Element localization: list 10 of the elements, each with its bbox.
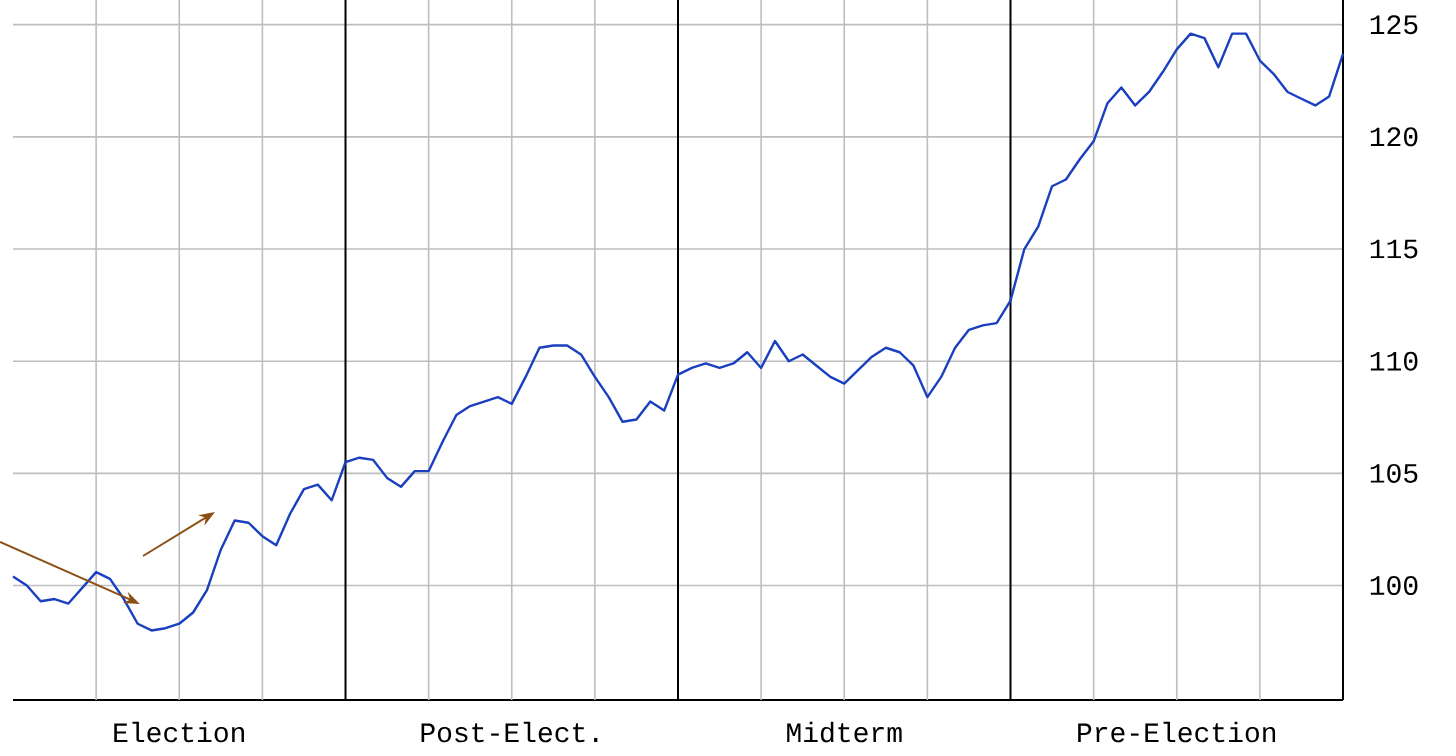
y-tick-label: 125: [1370, 15, 1418, 35]
x-tick-label: Midterm: [787, 721, 902, 743]
x-tick-label: Post-Elect.: [421, 721, 598, 743]
x-tick-label: Election: [114, 721, 244, 743]
y-tick-label: 120: [1370, 127, 1418, 147]
x-tick-label: Pre-Election: [1078, 721, 1276, 743]
y-tick-label: 105: [1370, 463, 1418, 483]
y-tick-label: 115: [1370, 239, 1418, 259]
y-tick-label: 100: [1370, 576, 1418, 596]
y-tick-label: 110: [1370, 351, 1418, 371]
